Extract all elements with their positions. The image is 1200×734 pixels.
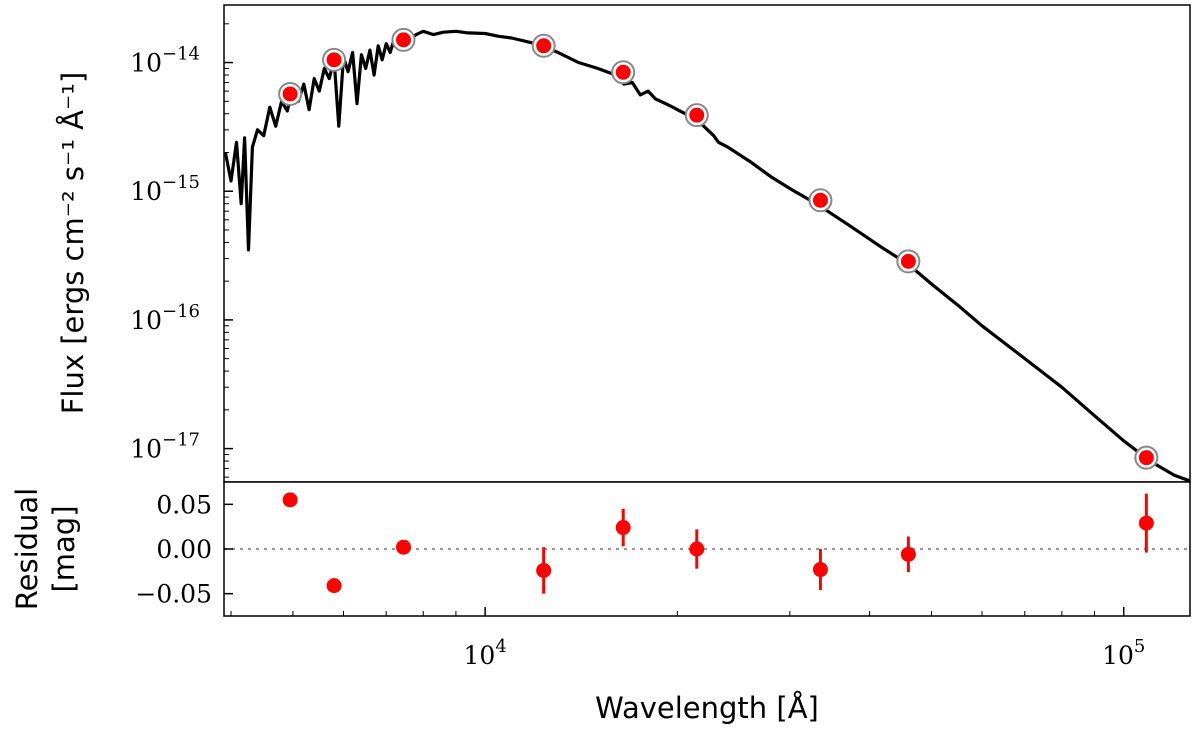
residual-point — [536, 562, 552, 578]
photometry-point — [395, 32, 411, 48]
flux-axis-label: Flux [ergs cm⁻² s⁻¹ Å⁻¹] — [56, 72, 90, 415]
residual-panel: 0.05 0.00 −0.05 104 105 Residual [mag] Wave… — [10, 481, 1191, 725]
wavelength-tick-label: 105 — [1102, 636, 1145, 670]
photometry-point — [689, 107, 705, 123]
residual-frame — [223, 481, 1191, 617]
residual-point — [615, 520, 631, 536]
wavelength-tick-label: 104 — [464, 636, 507, 670]
wavelength-x-axis: 104 105 — [230, 607, 1145, 670]
photometry-point — [900, 253, 916, 269]
residual-point — [282, 492, 298, 508]
residual-point — [689, 541, 705, 557]
sed-panel: 10−14 10−15 10−16 10−17 Flux [ergs cm⁻² s⁻¹… — [56, 4, 1191, 483]
flux-tick-label: 10−17 — [130, 430, 200, 464]
photometry-point — [812, 192, 828, 208]
residual-point — [1138, 515, 1154, 531]
wavelength-axis-label: Wavelength [Å] — [595, 691, 819, 725]
photometry-point — [326, 52, 342, 68]
residual-tick-label: −0.05 — [135, 580, 212, 609]
residual-point — [812, 562, 828, 578]
residual-y-axis: 0.05 0.00 −0.05 — [135, 490, 233, 609]
residual-tick-label: 0.05 — [156, 490, 212, 519]
sed-plot-area — [224, 5, 1190, 482]
residual-point — [395, 539, 411, 555]
photometry-point — [536, 38, 552, 54]
residual-tick-label: 0.00 — [156, 535, 212, 564]
residual-plot-content — [224, 492, 1190, 594]
photometry-point — [282, 86, 298, 102]
sed-y-axis: 10−14 10−15 10−16 10−17 — [130, 23, 233, 478]
photometry-point — [615, 64, 631, 80]
photometry-point — [1138, 450, 1154, 466]
flux-tick-label: 10−14 — [130, 44, 200, 78]
flux-tick-label: 10−15 — [130, 172, 200, 206]
residual-point — [900, 546, 916, 562]
residual-axis-label-line2: [mag] — [47, 505, 81, 592]
flux-tick-label: 10−16 — [130, 301, 200, 335]
residual-point — [326, 578, 342, 594]
sed-plot-content — [224, 27, 1190, 482]
residual-axis-label-line1: Residual — [10, 488, 44, 610]
